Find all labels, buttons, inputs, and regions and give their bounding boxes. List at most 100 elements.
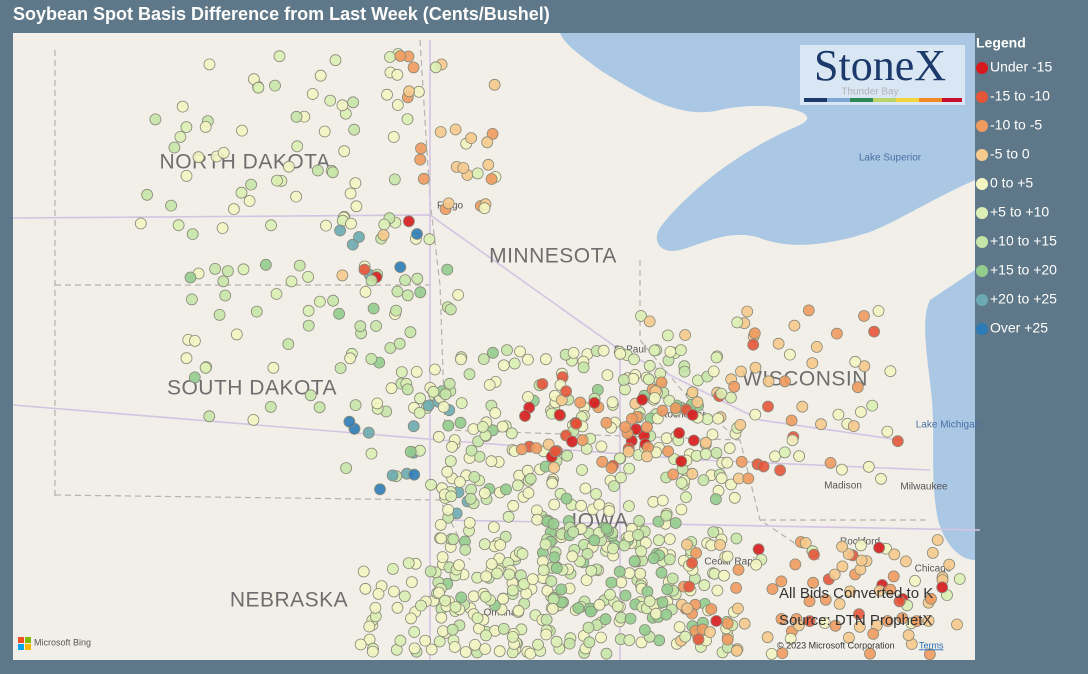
bid-point xyxy=(730,582,742,594)
bid-point xyxy=(643,359,656,372)
bid-point xyxy=(704,626,716,638)
terms-link[interactable]: Terms xyxy=(919,640,944,650)
bid-point xyxy=(803,595,816,608)
bid-point xyxy=(387,585,400,598)
bid-point xyxy=(732,563,745,576)
note: Source: DTN ProphetX xyxy=(779,612,932,629)
place-label: Rochester xyxy=(660,410,706,421)
bid-point xyxy=(855,406,867,418)
bid-point xyxy=(623,567,636,580)
bid-point xyxy=(141,188,154,201)
bid-point xyxy=(829,619,842,632)
bid-point xyxy=(566,550,579,563)
bid-point xyxy=(401,289,414,302)
bid-point xyxy=(394,261,407,274)
bid-point xyxy=(199,121,212,133)
bid-point xyxy=(515,443,528,456)
bid-point xyxy=(285,275,298,288)
bid-point xyxy=(407,61,420,74)
bid-point xyxy=(775,613,788,625)
bid-point xyxy=(847,420,860,433)
bid-point xyxy=(394,50,407,62)
bid-point xyxy=(936,581,949,594)
bid-point xyxy=(411,228,423,240)
logo-bg xyxy=(800,45,965,105)
bid-point xyxy=(519,410,531,422)
bid-point xyxy=(802,304,815,317)
bid-point xyxy=(417,172,430,185)
bid-point xyxy=(579,482,592,495)
bid-point xyxy=(387,131,400,143)
bid-point xyxy=(393,337,406,350)
bid-point xyxy=(893,595,906,608)
bid-point xyxy=(471,167,484,180)
bid-point xyxy=(334,224,347,237)
bid-point xyxy=(442,197,455,210)
bid-point xyxy=(505,427,518,440)
bid-point xyxy=(788,319,801,332)
bid-point xyxy=(401,113,414,125)
bid-point xyxy=(453,476,466,488)
bid-point xyxy=(675,477,688,489)
bid-point xyxy=(547,518,560,530)
bid-point xyxy=(467,590,480,603)
bid-point xyxy=(595,440,608,453)
bid-point xyxy=(354,320,367,333)
bid-point xyxy=(742,472,755,485)
bid-point xyxy=(679,630,692,643)
bid-point xyxy=(203,410,216,423)
bid-point xyxy=(405,612,417,625)
bid-point xyxy=(333,307,346,320)
bid-point xyxy=(314,69,327,82)
legend-swatch xyxy=(976,323,988,335)
bid-point xyxy=(428,363,441,376)
bid-point xyxy=(485,558,498,570)
bid-point xyxy=(391,99,404,111)
bid-point xyxy=(479,590,492,603)
bid-point xyxy=(485,173,498,185)
bid-point xyxy=(779,375,791,388)
bid-point xyxy=(302,319,315,332)
bid-point xyxy=(807,576,819,589)
bid-point xyxy=(446,623,459,636)
bid-point xyxy=(480,629,492,642)
bid-point xyxy=(561,449,573,462)
bid-point xyxy=(721,456,734,469)
bid-point xyxy=(236,124,248,137)
bid-point xyxy=(687,434,700,447)
bid-point xyxy=(518,578,530,590)
legend-title: Legend xyxy=(976,35,1026,51)
bid-point xyxy=(447,533,460,546)
bid-point xyxy=(614,347,627,360)
bid-point xyxy=(302,270,315,283)
bid-point xyxy=(596,455,609,468)
bid-point xyxy=(516,548,529,560)
bid-point xyxy=(623,462,636,475)
bid-point xyxy=(425,643,438,656)
bid-point xyxy=(910,615,923,627)
bid-point xyxy=(548,498,561,511)
state-label: WISCONSIN xyxy=(742,368,868,391)
bid-point xyxy=(567,346,580,359)
bid-point xyxy=(365,352,378,365)
bid-point xyxy=(803,615,816,627)
bid-point xyxy=(617,373,630,386)
highway xyxy=(12,404,931,471)
bid-point xyxy=(414,392,427,405)
bid-point xyxy=(471,612,484,624)
bid-point xyxy=(235,186,248,199)
bid-point xyxy=(686,386,699,399)
bid-point xyxy=(669,402,682,415)
bid-point xyxy=(403,85,416,98)
bid-point xyxy=(267,361,280,374)
bid-point xyxy=(243,195,256,207)
bid-point xyxy=(391,601,404,614)
bid-point xyxy=(464,492,477,505)
bid-point xyxy=(365,447,378,460)
bid-point xyxy=(661,583,674,596)
bid-point xyxy=(650,607,662,620)
bid-point xyxy=(540,353,552,366)
bid-point xyxy=(715,472,728,485)
bid-point xyxy=(728,491,741,504)
bid-point xyxy=(909,575,921,587)
